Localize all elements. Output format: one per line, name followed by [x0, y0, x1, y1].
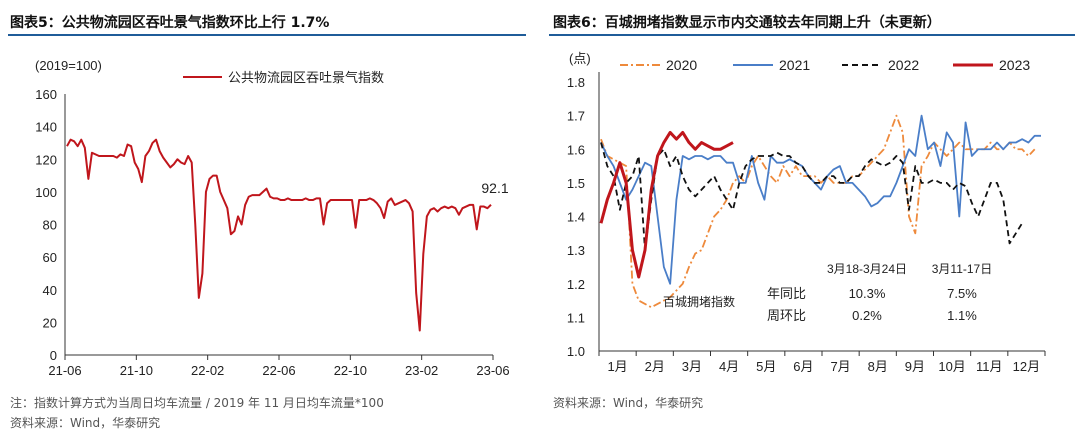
y-tick-label: 100 — [35, 185, 57, 200]
series-line-logistics-index — [66, 138, 492, 332]
y-tick-label: 140 — [35, 120, 57, 135]
left-source: 资料来源：Wind，华泰研究 — [10, 416, 161, 430]
legend-label-2020: 2020 — [666, 57, 697, 73]
y-tick-label: 1.7 — [567, 109, 585, 124]
table-cell: 7.5% — [947, 286, 977, 301]
y-tick-label: 1.1 — [567, 310, 585, 325]
legend-label-2022: 2022 — [888, 57, 919, 73]
right-title-rule — [549, 34, 1075, 36]
x-tick-label: 5月 — [756, 359, 776, 374]
series-line-2022 — [600, 142, 1023, 252]
left-panel: 图表5：公共物流园区吞吐景气指数环比上行 1.7% 0 20 40 60 80 100 12… — [0, 0, 530, 441]
x-tick-label: 11月 — [976, 359, 1003, 374]
left-title-rule — [8, 34, 526, 36]
x-tick-label: 10月 — [938, 359, 965, 374]
x-tick-label: 3月 — [682, 359, 702, 374]
left-unit-label: (2019=100) — [35, 58, 102, 73]
y-tick-label: 80 — [43, 218, 57, 233]
left-footnote: 注：指数计算方式为当周日均车流量 / 2019 年 11 月日均车流量*100 — [10, 396, 384, 410]
legend-label-2023: 2023 — [999, 57, 1030, 73]
x-tick-label: 23-02 — [405, 363, 438, 378]
y-tick-label: 160 — [35, 87, 57, 102]
y-tick-label: 1.2 — [567, 277, 585, 292]
x-tick-label: 23-06 — [476, 363, 509, 378]
left-chart: 0 20 40 60 80 100 120 140 160 21-06 21-10 22-02 22-0… — [35, 58, 510, 378]
x-tick-label: 21-06 — [48, 363, 81, 378]
legend-label-2021: 2021 — [779, 57, 810, 73]
y-tick-label: 1.8 — [567, 75, 585, 90]
series-line-2021 — [600, 114, 1041, 285]
congestion-annotation: 百城拥堵指数 — [663, 294, 735, 309]
x-tick-label: 22-10 — [334, 363, 367, 378]
x-tick-label: 9月 — [905, 359, 925, 374]
table-col-header: 3月18-3月24日 — [827, 262, 907, 276]
table-row-label: 周环比 — [767, 308, 806, 323]
left-chart-title: 图表5：公共物流园区吞吐景气指数环比上行 1.7% — [10, 15, 330, 31]
x-tick-label: 8月 — [868, 359, 888, 374]
x-tick-label: 4月 — [719, 359, 739, 374]
right-source: 资料来源：Wind，华泰研究 — [553, 396, 704, 410]
x-tick-label: 22-06 — [262, 363, 295, 378]
right-panel: 图表6：百城拥堵指数显示市内交通较去年同期上升（未更新） 1.0 1.1 1.2 1.… — [545, 0, 1080, 441]
x-tick-label: 22-02 — [191, 363, 224, 378]
table-cell: 1.1% — [947, 308, 977, 323]
x-tick-label: 12月 — [1013, 359, 1040, 374]
table-cell: 0.2% — [852, 308, 882, 323]
series-line-2023 — [599, 130, 734, 279]
y-tick-label: 120 — [35, 152, 57, 167]
y-tick-label: 0 — [50, 348, 57, 363]
table-col-header: 3月11-17日 — [932, 262, 992, 276]
y-tick-label: 1.0 — [567, 344, 585, 359]
y-tick-label: 40 — [43, 283, 57, 298]
y-tick-label: 20 — [43, 315, 57, 330]
x-tick-label: 6月 — [793, 359, 813, 374]
x-tick-label: 1月 — [607, 359, 627, 374]
table-cell: 10.3% — [849, 286, 886, 301]
series-line-2020 — [600, 114, 1036, 309]
y-tick-label: 1.6 — [567, 142, 585, 157]
right-unit-label: (点) — [569, 51, 591, 66]
y-tick-label: 60 — [43, 250, 57, 265]
table-row-label: 年同比 — [767, 286, 806, 301]
x-tick-label: 2月 — [645, 359, 665, 374]
y-tick-label: 1.5 — [567, 176, 585, 191]
end-value-label: 92.1 — [481, 180, 508, 196]
y-tick-label: 1.4 — [567, 210, 585, 225]
right-chart: 1.0 1.1 1.2 1.3 1.4 1.5 1.6 1.7 1.8 1月 2月 3月 4月 5月 6月 7… — [567, 51, 1046, 374]
x-tick-label: 7月 — [830, 359, 850, 374]
right-chart-title: 图表6：百城拥堵指数显示市内交通较去年同期上升（未更新） — [553, 15, 941, 31]
y-tick-label: 1.3 — [567, 243, 585, 258]
x-tick-label: 21-10 — [120, 363, 153, 378]
legend-label-logistics-index: 公共物流园区吞吐景气指数 — [228, 70, 384, 85]
